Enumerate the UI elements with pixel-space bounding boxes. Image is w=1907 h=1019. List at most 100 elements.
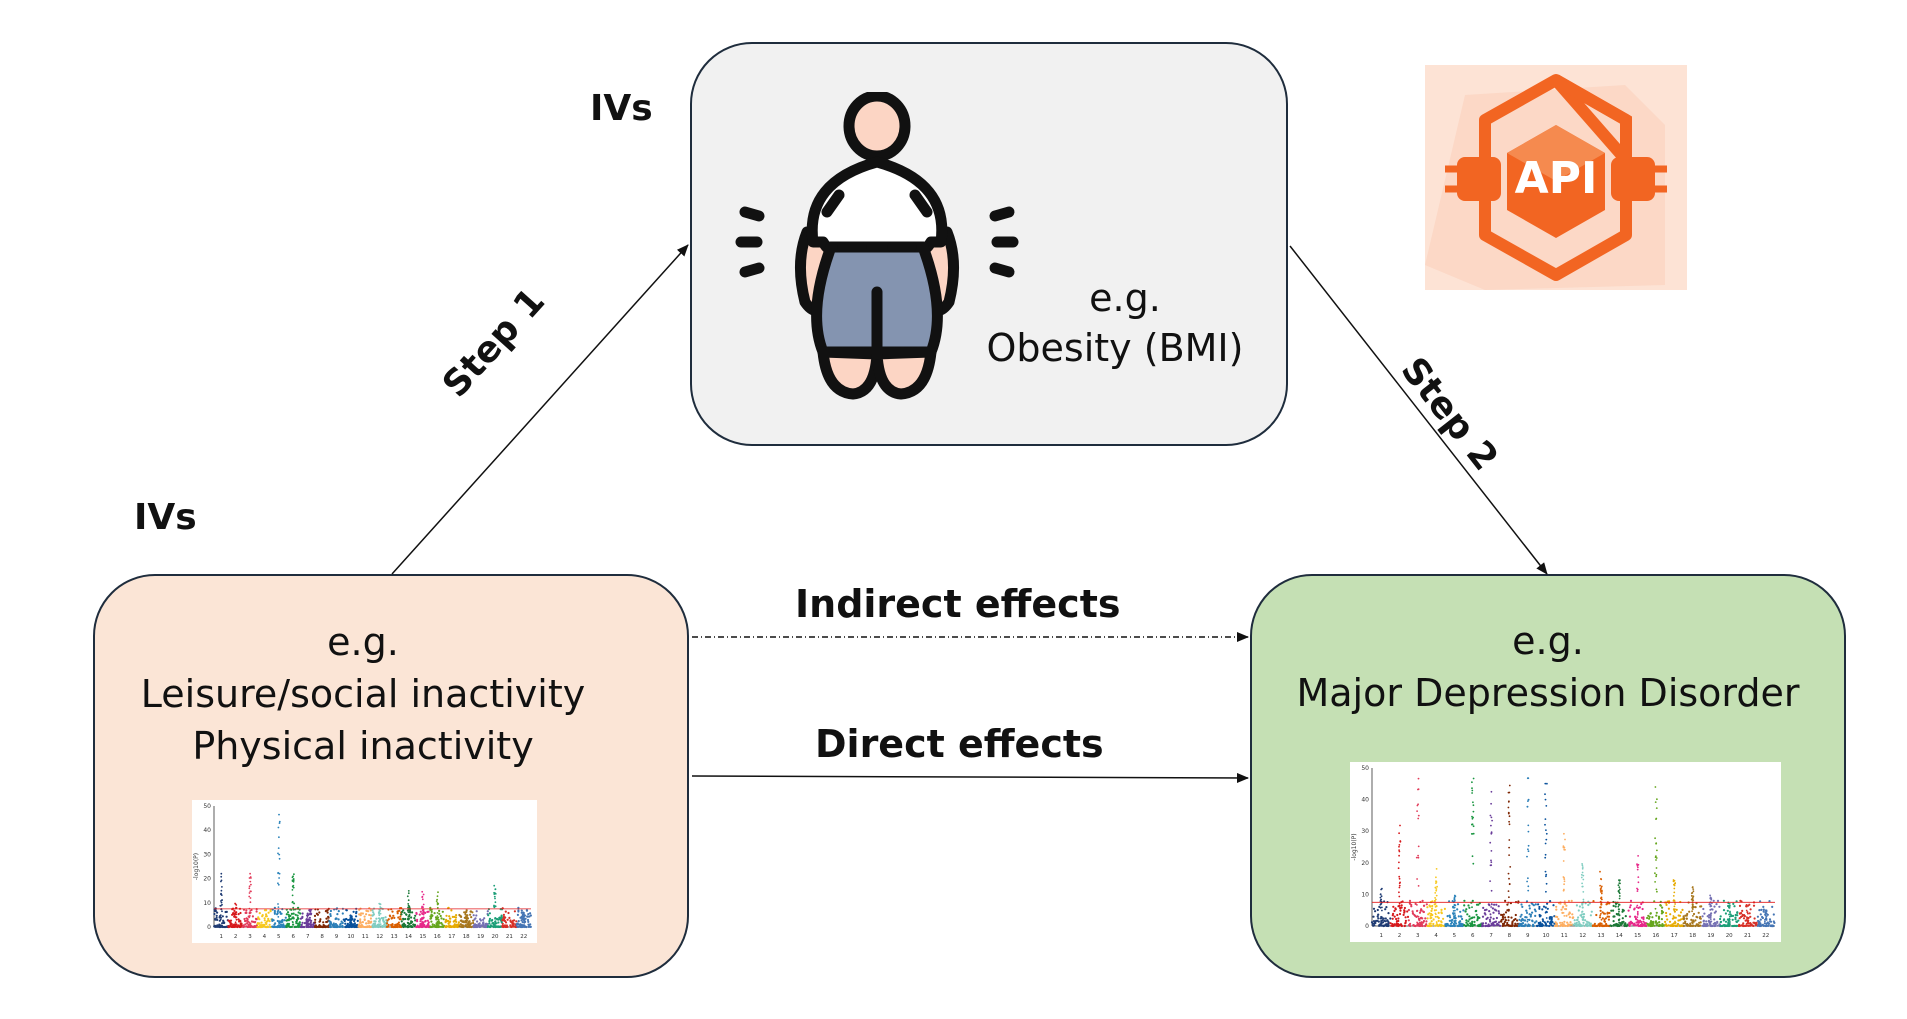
snp-point (488, 912, 491, 915)
snp-point (319, 925, 322, 928)
snp-point (266, 925, 269, 928)
snp-point (1516, 919, 1519, 922)
chromosome-15 (1627, 855, 1648, 928)
snp-point (1694, 919, 1697, 922)
snp-point (1572, 923, 1575, 926)
snp-point (1389, 922, 1392, 925)
snp-point (1430, 909, 1433, 912)
snp-point (248, 921, 251, 924)
mediator-eg: e.g. (1089, 276, 1161, 320)
snp-point (1509, 866, 1512, 868)
snp-point (409, 911, 412, 914)
snp-point (517, 906, 520, 909)
snp-point (1563, 908, 1566, 910)
snp-point (1723, 918, 1726, 921)
snp-point (407, 892, 410, 895)
snp-point (286, 922, 289, 925)
snp-point (1440, 908, 1443, 911)
snp-point (522, 924, 524, 926)
snp-point (426, 919, 429, 922)
snp-point (235, 916, 237, 919)
snp-point (1545, 829, 1547, 831)
snp-point (1471, 781, 1473, 784)
snp-point (1628, 923, 1631, 926)
snp-point (254, 920, 257, 923)
snp-point (369, 914, 373, 917)
chromosome-18 (1682, 886, 1703, 928)
snp-point (263, 909, 267, 912)
snp-point (1398, 844, 1401, 846)
snp-point (273, 925, 276, 928)
snp-point (1398, 891, 1400, 894)
snp-point (1546, 782, 1548, 785)
snp-point (1695, 915, 1698, 918)
snp-point (350, 921, 353, 924)
snp-point (1460, 924, 1463, 927)
snp-point (1428, 912, 1431, 915)
snp-point (1741, 913, 1744, 917)
snp-point (1764, 909, 1767, 912)
chromosome-13 (1591, 870, 1611, 928)
snp-point (517, 925, 520, 928)
snp-point (1527, 844, 1530, 847)
snp-point (1434, 915, 1437, 918)
snp-point (1571, 913, 1574, 916)
snp-point (349, 925, 351, 928)
snp-point (1691, 922, 1694, 925)
snp-point (273, 909, 276, 913)
snp-point (1649, 920, 1653, 923)
snp-point (293, 873, 295, 876)
snp-point (1489, 880, 1491, 882)
snp-point (1600, 892, 1603, 895)
chromosome-3 (1407, 777, 1428, 928)
snp-point (246, 925, 249, 929)
snp-point (1436, 885, 1438, 888)
snp-point (1453, 920, 1456, 922)
snp-point (303, 922, 306, 925)
snp-point (1639, 924, 1642, 927)
snp-point (1545, 873, 1548, 876)
snp-point (1716, 920, 1719, 923)
snp-point (1481, 922, 1484, 925)
snp-point (1563, 848, 1566, 851)
snp-point (1745, 905, 1748, 908)
snp-point (1379, 900, 1382, 902)
x-tick-label: 12 (1579, 933, 1586, 939)
snp-point (245, 909, 248, 912)
snp-point (1627, 909, 1630, 912)
snp-point (273, 906, 276, 909)
snp-point (306, 925, 309, 928)
snp-point (1675, 924, 1678, 927)
snp-point (1600, 903, 1603, 906)
snp-point (235, 918, 238, 921)
snp-point (509, 925, 513, 928)
snp-point (1513, 918, 1516, 922)
snp-point (284, 916, 287, 919)
snp-point (493, 895, 496, 898)
chromosome-8 (313, 907, 331, 929)
snp-point (1615, 912, 1618, 916)
snp-point (249, 923, 251, 926)
snp-point (1374, 921, 1377, 925)
snp-point (407, 906, 409, 909)
snp-point (1507, 916, 1510, 919)
snp-point (437, 920, 440, 923)
snp-point (501, 925, 504, 928)
snp-point (1745, 919, 1748, 921)
snp-point (1379, 917, 1382, 920)
snp-point (239, 925, 242, 928)
snp-point (1562, 889, 1565, 892)
snp-point (1655, 914, 1658, 917)
snp-point (271, 918, 274, 921)
snp-point (436, 912, 439, 914)
snp-point (1521, 917, 1524, 921)
snp-point (1719, 915, 1722, 918)
snp-point (1398, 832, 1400, 835)
snp-point (1440, 920, 1443, 923)
snp-point (1546, 902, 1549, 905)
snp-point (1495, 903, 1498, 906)
snp-point (1532, 923, 1535, 926)
snp-point (248, 916, 251, 919)
snp-point (1471, 906, 1473, 909)
snp-point (354, 924, 357, 927)
